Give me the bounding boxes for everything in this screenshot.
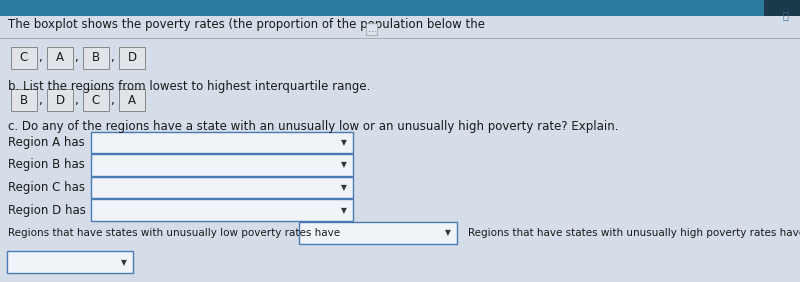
Text: ,: , [74, 51, 78, 64]
FancyBboxPatch shape [299, 222, 457, 244]
FancyBboxPatch shape [11, 89, 37, 111]
FancyBboxPatch shape [91, 199, 353, 221]
Text: ▼: ▼ [341, 138, 347, 147]
Text: ▼: ▼ [341, 160, 347, 169]
Text: ,: , [110, 51, 114, 64]
Text: C: C [20, 51, 28, 64]
Text: A: A [56, 51, 64, 64]
Text: ,: , [74, 94, 78, 107]
Text: c. Do any of the regions have a state with an unusually low or an unusually high: c. Do any of the regions have a state wi… [8, 120, 618, 133]
FancyBboxPatch shape [83, 89, 109, 111]
Text: ▼: ▼ [445, 228, 451, 237]
Text: Region C has: Region C has [8, 181, 85, 194]
FancyBboxPatch shape [47, 47, 73, 69]
Text: ,: , [38, 51, 42, 64]
Text: B: B [20, 94, 28, 107]
Text: ▼: ▼ [341, 206, 347, 215]
FancyBboxPatch shape [91, 154, 353, 176]
Text: ▼: ▼ [341, 183, 347, 192]
Text: ⓘ: ⓘ [782, 10, 788, 20]
Text: D: D [55, 94, 65, 107]
Text: D: D [127, 51, 137, 64]
Text: A: A [128, 94, 136, 107]
FancyBboxPatch shape [119, 89, 145, 111]
Text: C: C [92, 94, 100, 107]
FancyBboxPatch shape [119, 47, 145, 69]
Bar [0, 0, 800, 16]
Text: ,: , [110, 94, 114, 107]
FancyBboxPatch shape [91, 177, 353, 199]
FancyBboxPatch shape [11, 47, 37, 69]
FancyBboxPatch shape [7, 252, 133, 273]
Text: Region A has: Region A has [8, 136, 85, 149]
Text: B: B [92, 51, 100, 64]
FancyBboxPatch shape [47, 89, 73, 111]
Text: ...: ... [368, 25, 376, 34]
Text: The boxplot shows the poverty rates (the proportion of the population below the: The boxplot shows the poverty rates (the… [8, 18, 485, 31]
Text: ▼: ▼ [121, 258, 127, 267]
Text: Region B has: Region B has [8, 158, 85, 171]
Text: Regions that have states with unusually high poverty rates have: Regions that have states with unusually … [468, 228, 800, 238]
Text: b. List the regions from lowest to highest interquartile range.: b. List the regions from lowest to highe… [8, 80, 370, 93]
FancyBboxPatch shape [91, 131, 353, 153]
Text: ,: , [38, 94, 42, 107]
Text: Regions that have states with unusually low poverty rates have: Regions that have states with unusually … [8, 228, 340, 238]
Text: Region D has: Region D has [8, 204, 86, 217]
FancyBboxPatch shape [83, 47, 109, 69]
Bar [764, 0, 800, 16]
